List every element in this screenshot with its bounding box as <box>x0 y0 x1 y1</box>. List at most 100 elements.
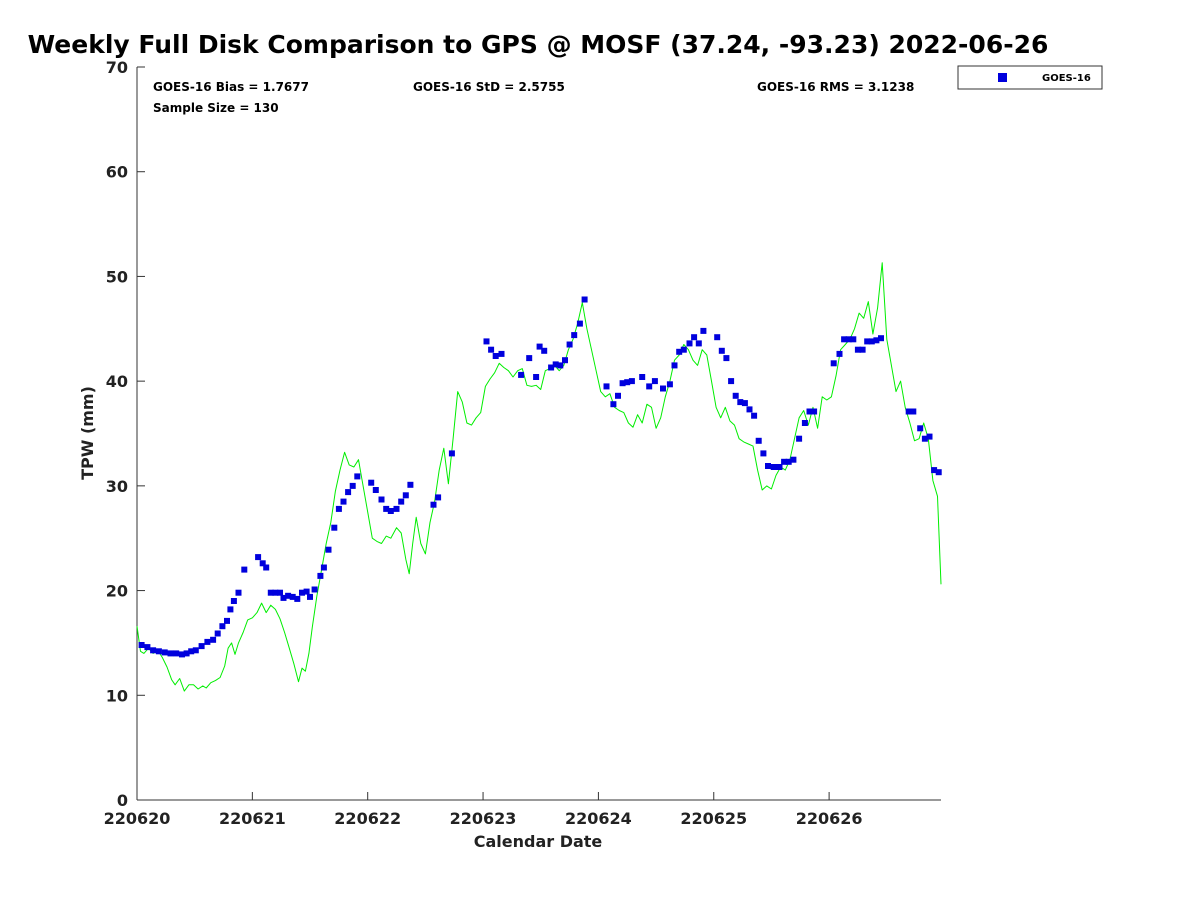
goes-16-point <box>393 505 400 512</box>
goes-16-point <box>407 481 414 488</box>
goes-16-point <box>541 347 548 354</box>
goes-16-point <box>910 408 917 415</box>
legend-goes-16-marker <box>998 73 1007 82</box>
goes-16-point <box>864 338 871 345</box>
goes-16-point <box>161 649 168 656</box>
goes-16-point <box>398 498 405 505</box>
x-tick-label: 220621 <box>219 809 286 828</box>
goes-16-point <box>533 374 540 380</box>
goes-16-point <box>700 327 707 334</box>
goes-16-point <box>430 501 437 508</box>
goes-16-point <box>671 362 678 369</box>
goes-16-point <box>845 336 852 343</box>
goes-16-point <box>340 498 347 505</box>
goes-16-point <box>167 650 174 657</box>
series-goes-16 <box>138 296 942 658</box>
goes-16-point <box>138 642 145 648</box>
x-tick-label: 220625 <box>680 809 747 828</box>
goes-16-point <box>610 401 617 408</box>
goes-16-point <box>349 482 356 489</box>
goes-16-point <box>651 378 658 385</box>
goes-16-point <box>666 381 673 388</box>
goes-16-point <box>227 606 234 613</box>
goes-16-point <box>741 400 748 407</box>
y-tick-label: 30 <box>106 477 128 496</box>
goes-16-point <box>905 408 912 415</box>
goes-16-point <box>210 636 217 643</box>
goes-16-point <box>241 566 248 573</box>
goes-16-point <box>801 420 808 426</box>
goes-16-point <box>765 463 771 469</box>
goes-16-point <box>566 341 573 348</box>
goes-16-point <box>214 630 221 637</box>
x-tick-label: 220623 <box>450 809 517 828</box>
goes-16-point <box>345 489 352 496</box>
goes-16-point <box>483 338 490 345</box>
legend-goes-16-label: GOES-16 <box>1042 73 1091 84</box>
goes-16-point <box>368 479 375 486</box>
goes-16-point <box>562 357 568 364</box>
goes-16-point <box>230 598 237 604</box>
goes-16-point <box>557 362 564 369</box>
goes-16-point <box>277 589 283 596</box>
goes-16-point <box>317 572 324 579</box>
goes-16-point <box>836 350 843 357</box>
goes-16-point <box>751 412 758 419</box>
x-tick-label: 220626 <box>796 809 863 828</box>
goes-16-point <box>173 650 180 657</box>
goes-16-point <box>325 546 332 553</box>
goes-16-point <box>402 492 409 499</box>
chart-title: Weekly Full Disk Comparison to GPS @ MOS… <box>28 30 1049 59</box>
goes-16-point <box>926 433 933 440</box>
goes-16-point <box>435 494 442 501</box>
goes-16-point <box>387 508 394 514</box>
goes-16-point <box>354 473 361 480</box>
goes-16-point <box>552 361 559 368</box>
legend-box <box>957 65 1103 90</box>
goes-16-point <box>192 647 199 654</box>
goes-16-point <box>335 505 342 512</box>
goes-16-point <box>878 335 884 342</box>
goes-16-point <box>331 524 338 531</box>
goes-16-point <box>294 595 301 602</box>
y-axis-label: TPW (mm) <box>78 386 97 480</box>
goes-16-point <box>235 589 242 596</box>
goes-16-point <box>576 320 583 327</box>
goes-16-point <box>188 648 195 655</box>
goes-16-point <box>776 464 783 470</box>
goes-16-point <box>680 346 687 353</box>
x-axis-label: Calendar Date <box>474 832 603 851</box>
goes-16-point <box>718 347 725 354</box>
goes-16-point <box>372 487 379 493</box>
goes-16-point <box>619 380 626 387</box>
goes-16-point <box>646 383 653 390</box>
goes-16-point <box>150 647 157 654</box>
y-ticks: 0 10 20 30 40 50 60 70 <box>106 58 145 810</box>
goes-16-point <box>536 343 543 350</box>
goes-16-point <box>850 336 857 343</box>
goes-16-point <box>660 385 666 392</box>
goes-16-point <box>383 505 390 512</box>
goes-16-point <box>931 467 938 474</box>
gps-line <box>136 262 942 692</box>
goes-16-point <box>728 378 735 385</box>
x-tick-label: 220622 <box>334 809 401 828</box>
goes-16-point <box>280 594 287 601</box>
stat-std: GOES-16 StD = 2.5755 <box>413 80 565 94</box>
goes-16-point <box>854 346 861 353</box>
goes-16-point <box>303 588 310 595</box>
goes-16-point <box>183 650 190 657</box>
goes-16-point <box>526 355 533 362</box>
goes-16-point <box>785 458 792 465</box>
goes-16-point <box>796 435 803 442</box>
y-tick-label: 20 <box>106 582 128 601</box>
goes-16-point <box>628 378 635 385</box>
goes-16-point <box>790 456 797 463</box>
y-tick-label: 10 <box>106 686 128 705</box>
goes-16-point <box>311 586 318 593</box>
stat-bias: GOES-16 Bias = 1.7677 <box>153 80 309 94</box>
goes-16-point <box>307 593 313 600</box>
goes-16-point <box>873 337 880 344</box>
goes-16-point <box>770 464 777 470</box>
